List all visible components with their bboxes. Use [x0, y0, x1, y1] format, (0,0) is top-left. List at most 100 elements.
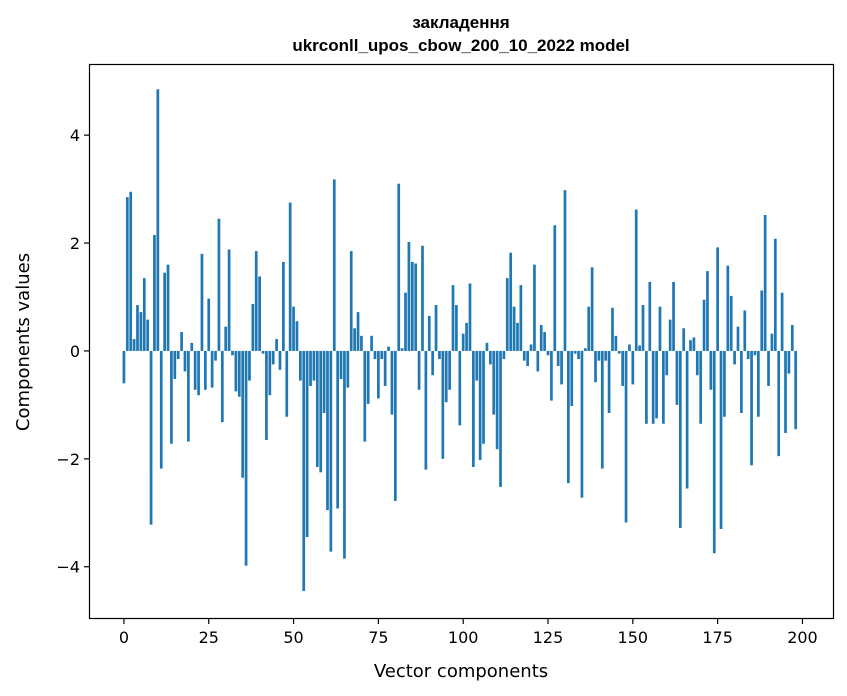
y-axis-ticks: −4 −2 0 2 4 [56, 126, 90, 577]
bar [237, 350, 241, 397]
bar [482, 350, 485, 444]
x-tick-label: 100 [448, 628, 479, 647]
y-tick-label: 0 [70, 342, 80, 361]
bar [360, 335, 363, 351]
bar [129, 191, 133, 351]
bar [349, 251, 353, 351]
bar [678, 350, 682, 528]
bar [645, 350, 648, 424]
bar [444, 350, 448, 403]
bar [285, 350, 289, 417]
bar [536, 350, 540, 372]
bar [750, 350, 753, 466]
bar [695, 350, 699, 376]
bar [468, 283, 472, 351]
bar [556, 350, 560, 367]
bar [461, 333, 465, 351]
bar [729, 295, 733, 351]
x-tick-label: 150 [618, 628, 649, 647]
bar [706, 271, 709, 351]
bar [753, 350, 757, 356]
bar [163, 272, 166, 351]
bar [282, 261, 285, 351]
bar [577, 350, 580, 360]
bar [254, 251, 258, 351]
bar [363, 350, 367, 442]
bar [699, 350, 703, 424]
bar [570, 350, 574, 406]
bar [512, 306, 516, 351]
bar [139, 312, 143, 351]
bar [780, 292, 784, 351]
bar [414, 263, 418, 351]
chart-title-line-2: ukrconll_upos_cbow_200_10_2022 model [292, 36, 629, 55]
bar [658, 306, 662, 351]
bar [465, 322, 468, 351]
bar [641, 305, 645, 351]
bar [275, 339, 278, 351]
bar [522, 350, 526, 361]
bar [217, 218, 221, 351]
bar [132, 339, 136, 351]
bar [434, 305, 438, 351]
bar [597, 350, 601, 361]
bar [302, 350, 306, 592]
bar [431, 350, 435, 376]
bar [662, 350, 665, 424]
bar [244, 350, 248, 566]
bar [271, 350, 275, 365]
bar [309, 350, 312, 387]
bar [573, 350, 577, 354]
bar [187, 350, 190, 442]
bar [638, 345, 641, 351]
bar [492, 350, 496, 415]
y-tick-label: −2 [56, 450, 80, 469]
bar [740, 350, 743, 413]
bar [628, 344, 631, 351]
bar [292, 306, 295, 351]
bar [543, 332, 546, 351]
bar [533, 264, 536, 351]
bar [241, 350, 245, 478]
y-tick-label: −4 [56, 558, 80, 577]
bar [224, 326, 228, 351]
bar [373, 350, 377, 360]
bar [383, 350, 387, 387]
bar [607, 350, 611, 413]
bar [516, 322, 519, 351]
bar [526, 350, 530, 367]
bar [685, 350, 689, 489]
bar [617, 350, 621, 354]
bar [183, 350, 187, 372]
bar [142, 278, 146, 351]
bar [458, 350, 462, 426]
bar [387, 346, 390, 351]
bar [655, 350, 658, 419]
bar [288, 202, 292, 351]
x-tick-label: 175 [702, 628, 733, 647]
y-axis-label: Components values [13, 253, 34, 431]
bar [203, 350, 207, 390]
bar [353, 328, 356, 351]
bar [499, 350, 502, 487]
bar [767, 350, 770, 387]
bar [336, 350, 340, 509]
bar [278, 350, 282, 370]
bar [509, 252, 513, 351]
bar [410, 261, 414, 351]
bar [634, 209, 638, 351]
bar [329, 350, 333, 552]
bar [261, 350, 265, 354]
bar [763, 214, 767, 351]
bar [675, 350, 679, 405]
bar [746, 350, 750, 360]
bar [343, 350, 346, 559]
bar [651, 350, 655, 424]
bar [743, 310, 747, 351]
bar [604, 350, 608, 361]
bar [787, 350, 791, 374]
bar [502, 350, 506, 360]
bar [417, 350, 421, 390]
bar [390, 350, 394, 415]
bar [485, 342, 489, 351]
